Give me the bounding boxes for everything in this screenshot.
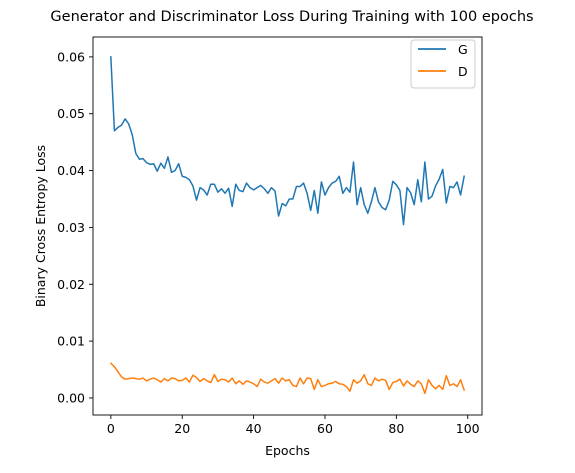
legend-label-g: G [458, 42, 468, 57]
y-axis-label: Binary Cross Entropy Loss [33, 145, 48, 307]
y-tick-label: 0.01 [57, 334, 85, 349]
plot-frame [92, 36, 483, 416]
x-tick-label: 80 [388, 421, 404, 436]
x-tick-label: 100 [456, 421, 480, 436]
y-tick-label: 0.05 [57, 106, 85, 121]
chart-title: Generator and Discriminator Loss During … [50, 9, 533, 25]
y-tick-label: 0.02 [57, 277, 85, 292]
y-tick-label: 0.00 [57, 390, 85, 405]
legend-box [410, 39, 476, 89]
y-axis: 0.00 0.01 0.02 0.03 0.04 0.05 0.06 [57, 49, 93, 405]
y-tick-label: 0.04 [57, 163, 85, 178]
series-line-d [109, 362, 466, 395]
plot-area [109, 56, 466, 395]
y-tick-label: 0.03 [57, 220, 85, 235]
x-tick-label: 0 [107, 421, 115, 436]
x-axis-label: Epochs [265, 443, 310, 458]
series-line-g [110, 56, 466, 226]
y-tick-label: 0.06 [57, 49, 85, 64]
legend-label-d: D [458, 64, 468, 79]
legend: G D [410, 39, 476, 89]
x-tick-label: 40 [246, 421, 262, 436]
x-tick-label: 60 [317, 421, 333, 436]
x-tick-label: 20 [174, 421, 190, 436]
x-axis: 0 20 40 60 80 100 [107, 415, 480, 436]
